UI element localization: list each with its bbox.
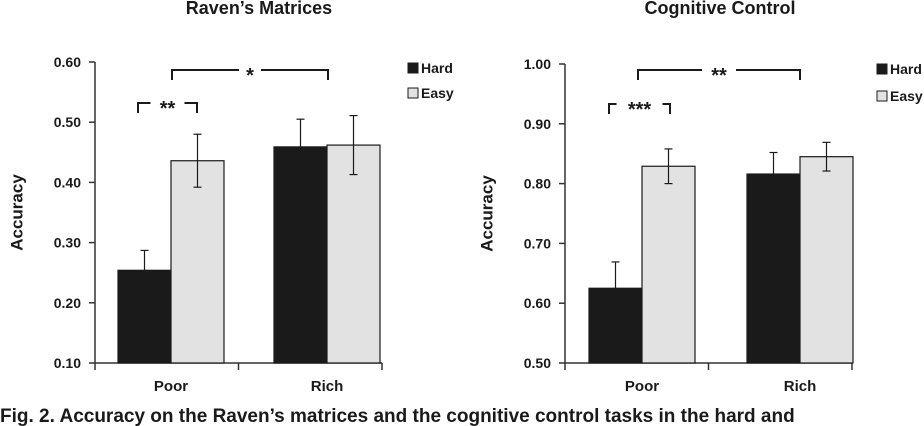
significance-gap — [616, 100, 663, 108]
bar-group-poor — [588, 148, 696, 364]
legend-swatch — [407, 62, 419, 74]
y-tick-label: 0.40 — [54, 174, 81, 190]
error-bar-hard-rich — [296, 118, 305, 176]
error-bar-hard-rich — [769, 151, 778, 197]
error-bar-easy-poor — [664, 148, 673, 185]
legend-swatch — [876, 90, 888, 102]
category-label: Rich — [784, 378, 817, 395]
chart-title: Raven’s Matrices — [186, 0, 332, 18]
error-bar-hard-poor — [140, 249, 149, 291]
legend-label: Easy — [421, 85, 454, 101]
bar-easy-poor — [170, 160, 225, 364]
y-tick-label: 0.60 — [54, 54, 81, 70]
bar-easy-rich — [326, 144, 381, 364]
significance-label: ** — [160, 98, 176, 120]
bar-group-rich — [273, 114, 381, 364]
significance-label: ** — [711, 65, 727, 87]
y-tick-label: 0.50 — [524, 355, 551, 371]
legend-swatch — [407, 87, 419, 99]
y-tick-label: 0.80 — [524, 176, 551, 192]
legend-item-hard: Hard — [407, 60, 453, 76]
bar-easy-rich — [799, 156, 854, 364]
significance-bracket: *** — [608, 99, 671, 121]
category-label: Poor — [625, 378, 659, 395]
legend-swatch — [876, 63, 888, 75]
chart-ravens-matrices: Raven’s Matrices Accuracy 0.10 0.20 0.30 0.40… — [7, 0, 453, 395]
significance-gap — [150, 99, 185, 107]
error-bar-easy-rich — [349, 114, 358, 176]
y-axis-label: Accuracy — [7, 174, 26, 251]
y-tick-label: 0.60 — [524, 295, 551, 311]
significance-label: *** — [628, 99, 652, 121]
chart-cognitive-control: Cognitive Control Accuracy 0.50 0.60 0.70 0.8… — [477, 0, 922, 395]
significance-gap — [239, 66, 261, 74]
y-tick-label: 0.10 — [54, 355, 81, 371]
y-tick-label: 1.00 — [524, 56, 551, 72]
legend-item-easy: Easy — [876, 88, 923, 104]
error-bar-easy-rich — [822, 141, 831, 172]
y-tick-label: 0.30 — [54, 235, 81, 251]
legend-item-easy: Easy — [407, 85, 454, 101]
legend-label: Hard — [421, 60, 453, 76]
y-tick-label: 0.90 — [524, 116, 551, 132]
y-tick-label: 0.20 — [54, 295, 81, 311]
legend-label: Easy — [890, 88, 923, 104]
error-bar-hard-poor — [611, 261, 620, 316]
figure-caption: Fig. 2. Accuracy on the Raven’s matrices… — [0, 406, 795, 426]
bar-easy-poor — [641, 165, 696, 364]
legend-item-hard: Hard — [876, 61, 922, 77]
significance-bracket: * — [171, 65, 329, 87]
legend-label: Hard — [890, 61, 922, 77]
significance-bracket: ** — [137, 98, 198, 120]
y-tick-label: 0.70 — [524, 235, 551, 251]
significance-gap — [702, 66, 736, 74]
significance-label: * — [246, 65, 254, 87]
bar-hard-rich — [273, 146, 328, 364]
chart-title: Cognitive Control — [645, 0, 796, 18]
significance-bracket: ** — [637, 65, 801, 87]
bar-group-rich — [746, 141, 854, 364]
bar-hard-rich — [746, 173, 801, 364]
category-label: Rich — [311, 378, 344, 395]
y-axis-label: Accuracy — [477, 175, 496, 252]
category-label: Poor — [154, 378, 188, 395]
y-tick-label: 0.50 — [54, 114, 81, 130]
error-bar-easy-poor — [193, 133, 202, 188]
bar-group-poor — [117, 133, 225, 364]
